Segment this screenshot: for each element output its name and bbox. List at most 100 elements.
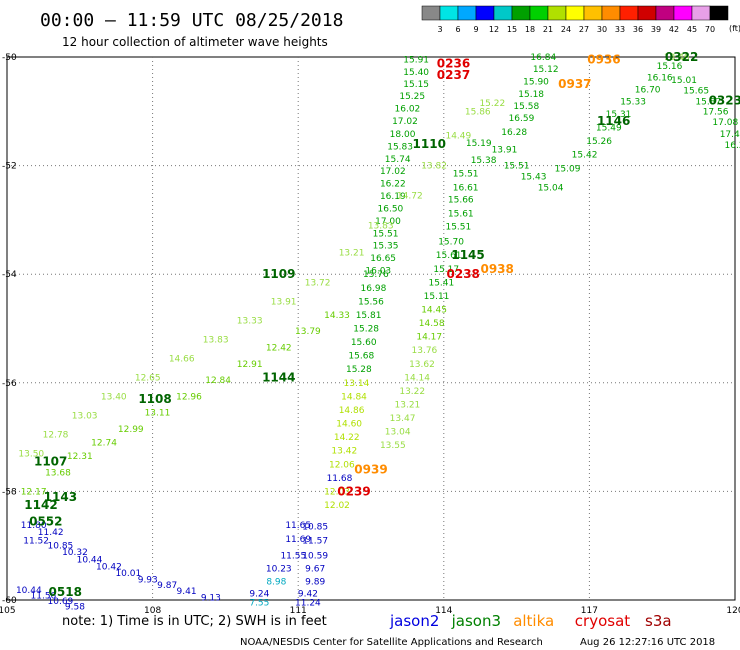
x-tick-label: 111 [290, 606, 307, 616]
colorbar-swatch [475, 5, 495, 21]
swh-value-label: 16.61 [453, 183, 479, 193]
pass-time-label: 1146 [597, 114, 630, 128]
swh-value-label: 13.68 [45, 468, 71, 478]
swh-value-label: 14.49 [445, 132, 471, 142]
swh-value-label: 13.83 [368, 221, 394, 231]
swh-value-label: 16.22 [380, 180, 406, 190]
swh-value-label: 15.83 [387, 143, 413, 153]
swh-value-label: 13.04 [385, 428, 411, 438]
swh-value-label: 12.91 [237, 360, 263, 370]
swh-value-label: 9.41 [177, 587, 197, 597]
x-tick-label: 105 [0, 606, 16, 616]
legend-entry: s3a [645, 612, 672, 630]
swh-value-label: 13.21 [395, 401, 421, 411]
pass-time-label: 0936 [587, 53, 620, 67]
swh-value-label: 10.44 [16, 586, 42, 596]
plot-frame [6, 56, 736, 601]
swh-value-label: 13.72 [305, 278, 331, 288]
swh-value-label: 12.42 [266, 344, 292, 354]
swh-value-label: 15.66 [448, 195, 474, 205]
pass-time-label: 1145 [451, 248, 484, 262]
legend-entry: jason3 [451, 612, 501, 630]
colorbar-label: 21 [543, 25, 553, 34]
pass-time-label: 1142 [24, 498, 57, 512]
swh-value-label: 11.56 [31, 592, 57, 602]
y-tick-label: -60 [2, 596, 17, 606]
swh-value-label: 11.68 [327, 474, 353, 484]
swh-value-label: 16.70 [635, 86, 661, 96]
swh-value-label: 13.79 [295, 327, 321, 337]
colorbar-swatch [583, 5, 603, 21]
colorbar-unit: (ft) [729, 24, 740, 33]
y-tick-label: -50 [2, 53, 17, 63]
colorbar-label: 30 [597, 25, 607, 34]
y-tick-label: -58 [2, 487, 17, 497]
swh-value-label: 15.31 [606, 110, 632, 120]
swh-value-label: 15.42 [572, 151, 598, 161]
swh-value-label: 15.51 [453, 170, 479, 180]
swh-value-label: 17.56 [703, 107, 729, 117]
pass-time-label: 0323 [709, 93, 740, 107]
swh-value-label: 11.65 [285, 521, 311, 531]
colorbar-swatch [511, 5, 531, 21]
swh-value-label: 17.00 [375, 217, 401, 227]
colorbar-label: 36 [633, 25, 643, 34]
colorbar-swatch [673, 5, 693, 21]
legend-entry: jason2 [389, 612, 439, 630]
swh-value-label: 16.98 [361, 284, 387, 294]
footer-credit: NOAA/NESDIS Center for Satellite Applica… [240, 637, 543, 648]
x-tick-label: 120 [726, 606, 740, 616]
colorbar-swatch [619, 5, 639, 21]
swh-value-label: 14.84 [341, 392, 367, 402]
swh-value-label: 14.66 [169, 354, 195, 364]
swh-value-label: 15.01 [671, 76, 697, 86]
swh-value-label: 17.02 [380, 167, 406, 177]
swh-value-label: 9.24 [249, 589, 269, 599]
swh-value-label: 15.61 [448, 209, 474, 219]
swh-value-label: 15.25 [399, 92, 425, 102]
swh-value-label: 18.00 [390, 130, 416, 140]
swh-value-label: 15.28 [346, 365, 372, 375]
swh-value-label: 13.46 [664, 53, 690, 63]
swh-value-label: 14.17 [416, 333, 442, 343]
swh-value-label: 15.61 [436, 251, 462, 261]
swh-value-label: 15.43 [521, 172, 547, 182]
pass-time-label: 0239 [337, 484, 370, 498]
pass-time-label: 1107 [34, 455, 67, 469]
pass-time-label: 0518 [49, 585, 82, 599]
swh-value-label: 13.42 [331, 447, 357, 457]
pass-time-label: 1108 [138, 392, 171, 406]
x-tick-label: 108 [144, 606, 161, 616]
colorbar-swatch [547, 5, 567, 21]
swh-value-label: 12.31 [67, 452, 93, 462]
pass-time-label: 1110 [413, 137, 446, 151]
swh-value-label: 15.87 [695, 98, 721, 108]
pass-time-label: 0238 [447, 267, 480, 281]
swh-value-label: 15.68 [348, 352, 374, 362]
x-tick-label: 114 [435, 606, 452, 616]
swh-value-label: 15.04 [538, 183, 564, 193]
swh-value-label: 15.18 [518, 90, 544, 100]
colorbar-swatch [709, 5, 729, 21]
swh-value-label: 9.89 [305, 578, 325, 588]
y-tick-label: -52 [2, 162, 17, 172]
colorbar-label: 45 [687, 25, 697, 34]
swh-value-label: 14.14 [404, 373, 430, 383]
colorbar-swatch [439, 5, 459, 21]
swh-value-label: 13.03 [72, 411, 98, 421]
swh-value-label: 16.02 [395, 105, 421, 115]
swh-value-label: 16.59 [509, 114, 535, 124]
swh-value-label: 9.87 [157, 581, 177, 591]
swh-value-label: 9.58 [65, 603, 85, 613]
swh-value-label: 15.56 [358, 297, 384, 307]
pass-time-label: 0237 [437, 68, 470, 82]
swh-value-label: 12.78 [43, 430, 69, 440]
swh-value-label: 12.96 [176, 392, 202, 402]
colorbar-swatch [493, 5, 513, 21]
swh-value-label: 16.16 [647, 74, 673, 84]
swh-value-label: 15.51 [445, 222, 471, 232]
pass-time-label: 0552 [29, 514, 62, 528]
swh-value-label: 8.98 [266, 578, 286, 588]
colorbar-label: 9 [473, 25, 478, 34]
